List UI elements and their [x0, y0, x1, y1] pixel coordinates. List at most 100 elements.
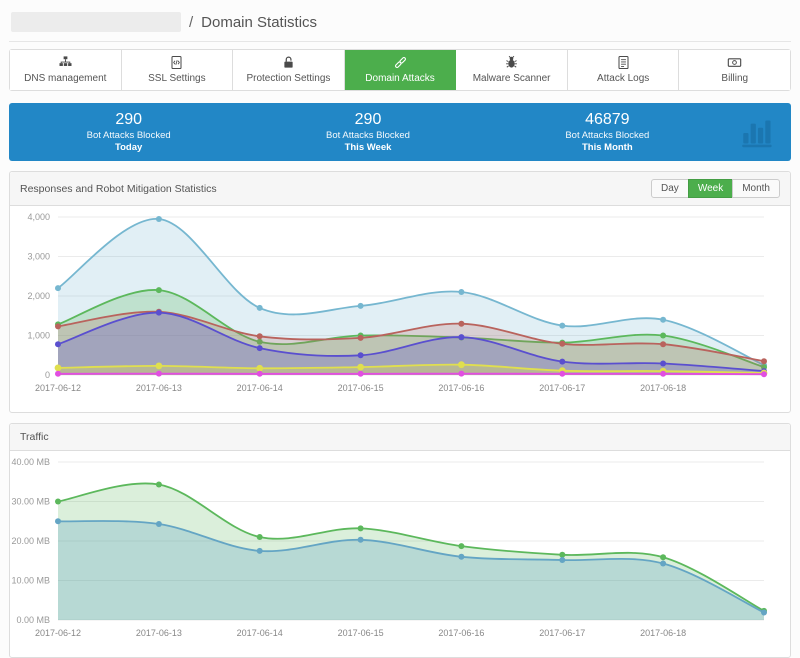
series-point-traffic-blue [55, 518, 61, 524]
x-tick-label: 2017-06-15 [338, 628, 384, 638]
y-tick-label: 20.00 MB [11, 536, 50, 546]
x-tick-label: 2017-06-16 [438, 628, 484, 638]
file-code-icon [124, 55, 231, 71]
file-text-icon [570, 55, 677, 71]
series-point-traffic-blue [458, 554, 464, 560]
tab-label: Protection Settings [235, 73, 342, 84]
series-point-traffic-green [55, 499, 61, 505]
banknote-icon [681, 55, 788, 71]
series-point-traffic-blue [156, 521, 162, 527]
x-tick-label: 2017-06-18 [640, 628, 686, 638]
series-point-yellow [55, 365, 62, 372]
series-point-magenta [458, 371, 464, 377]
y-tick-label: 30.00 MB [11, 497, 50, 507]
tab-label: Malware Scanner [458, 73, 565, 84]
stat-value: 290 [248, 110, 487, 130]
series-point-red [660, 341, 666, 347]
series-point-magenta [55, 371, 61, 377]
tabbar: DNS management SSL Settings Protection S… [9, 49, 791, 91]
series-point-magenta [358, 371, 364, 377]
stat-value: 290 [9, 110, 248, 130]
series-point-light-blue [458, 289, 464, 295]
tab-label: Billing [681, 73, 788, 84]
series-point-traffic-green [358, 525, 364, 531]
y-tick-label: 3,000 [27, 252, 50, 262]
tab-protection-settings[interactable]: Protection Settings [233, 50, 345, 90]
y-tick-label: 10.00 MB [11, 576, 50, 586]
y-tick-label: 1,000 [27, 331, 50, 341]
tab-ssl-settings[interactable]: SSL Settings [122, 50, 234, 90]
x-tick-label: 2017-06-13 [136, 383, 182, 393]
series-point-red [761, 358, 767, 364]
series-point-traffic-green [257, 534, 263, 540]
series-point-green [156, 287, 162, 293]
traffic-chart-body: 0.00 MB10.00 MB20.00 MB30.00 MB40.00 MB2… [10, 451, 790, 657]
series-point-red [358, 335, 364, 341]
series-point-yellow [256, 365, 263, 372]
bot-attacks-banner: 290 Bot Attacks Blocked Today 290 Bot At… [9, 103, 791, 161]
series-point-yellow [156, 363, 163, 370]
stat-this-week: 290 Bot Attacks Blocked This Week [248, 110, 487, 154]
series-point-light-blue [559, 323, 565, 329]
series-point-green [660, 333, 666, 339]
tab-label: Domain Attacks [347, 73, 454, 84]
series-point-magenta [156, 371, 162, 377]
series-point-traffic-blue [257, 548, 263, 554]
series-point-traffic-blue [559, 557, 565, 563]
x-tick-label: 2017-06-17 [539, 383, 585, 393]
tab-billing[interactable]: Billing [679, 50, 790, 90]
series-point-red [458, 321, 464, 327]
stat-period: This Week [248, 142, 487, 154]
bug-icon [458, 55, 565, 71]
y-tick-label: 4,000 [27, 212, 50, 222]
x-tick-label: 2017-06-14 [237, 383, 283, 393]
series-point-traffic-green [660, 554, 666, 560]
series-point-purple [257, 345, 263, 351]
series-point-magenta [761, 371, 767, 377]
y-tick-label: 2,000 [27, 291, 50, 301]
tab-label: Attack Logs [570, 73, 677, 84]
traffic-panel-title: Traffic [20, 431, 49, 443]
breadcrumb-separator: / [189, 14, 193, 31]
responses-panel: Responses and Robot Mitigation Statistic… [9, 171, 791, 413]
tab-label: DNS management [12, 73, 119, 84]
y-tick-label: 40.00 MB [11, 457, 50, 467]
x-tick-label: 2017-06-14 [237, 628, 283, 638]
series-point-light-blue [55, 285, 61, 291]
series-point-traffic-green [559, 552, 565, 558]
x-tick-label: 2017-06-17 [539, 628, 585, 638]
responses-panel-header: Responses and Robot Mitigation Statistic… [10, 172, 790, 206]
tab-dns-management[interactable]: DNS management [10, 50, 122, 90]
sitemap-icon [12, 55, 119, 71]
series-point-traffic-blue [660, 561, 666, 567]
x-tick-label: 2017-06-12 [35, 383, 81, 393]
chain-icon [347, 55, 454, 71]
redacted-domain-name [11, 12, 181, 32]
range-month-button[interactable]: Month [732, 179, 780, 198]
responses-chart-body: 0 1,000 2,000 3,000 4,000 2017-06-12 2017-06-1… [10, 206, 790, 412]
traffic-panel-header: Traffic [10, 424, 790, 451]
tab-domain-attacks[interactable]: Domain Attacks [345, 50, 457, 90]
series-point-traffic-green [156, 482, 162, 488]
tab-attack-logs[interactable]: Attack Logs [568, 50, 680, 90]
series-point-red [257, 333, 263, 339]
page-header: / Domain Statistics [9, 8, 791, 42]
series-point-purple [55, 341, 61, 347]
range-button-group: Day Week Month [651, 179, 780, 198]
series-point-purple [358, 352, 364, 358]
series-point-purple [660, 361, 666, 367]
tab-malware-scanner[interactable]: Malware Scanner [456, 50, 568, 90]
y-tick-label: 0 [45, 370, 50, 380]
traffic-panel: Traffic 0.00 MB10.00 MB20.00 MB30.00 MB4… [9, 423, 791, 658]
range-week-button[interactable]: Week [688, 179, 733, 198]
series-point-red [559, 341, 565, 347]
unlock-icon [235, 55, 342, 71]
x-tick-label: 2017-06-15 [338, 383, 384, 393]
responses-mitigation-chart: 0 1,000 2,000 3,000 4,000 2017-06-12 2017-06-1… [10, 207, 790, 411]
series-point-purple [559, 359, 565, 365]
series-point-light-blue [257, 305, 263, 311]
range-day-button[interactable]: Day [651, 179, 689, 198]
series-point-red [55, 323, 61, 329]
traffic-chart: 0.00 MB10.00 MB20.00 MB30.00 MB40.00 MB2… [10, 452, 790, 656]
series-point-magenta [257, 371, 263, 377]
